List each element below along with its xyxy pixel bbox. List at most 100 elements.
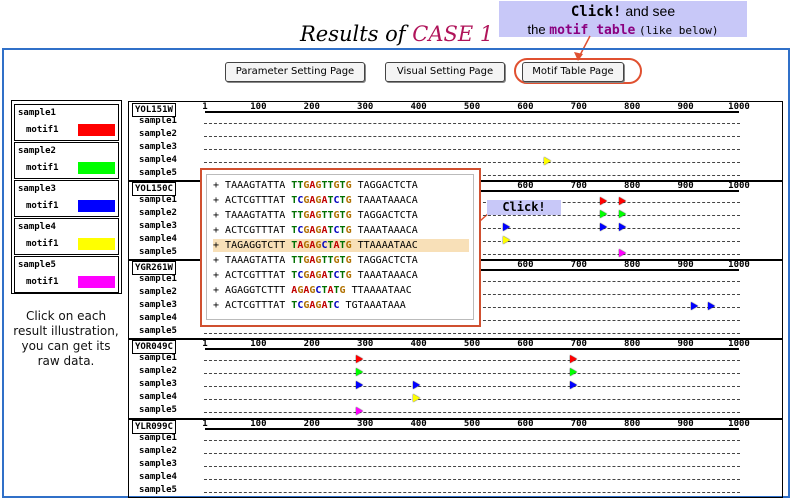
legend-sample-label: sample5 [18,260,56,270]
raw-data-popup: + TAAAGTATTA TTGAGTTGTG TAGGACTCTA + ACTC… [200,168,481,327]
motif-table-page-button[interactable]: Motif Table Page [522,62,624,82]
motif-hit-marker[interactable] [599,210,607,218]
sample-track [204,136,740,137]
sample-row: sample2 [129,129,749,142]
sample-label: sample2 [139,129,177,139]
axis-tick-label: 900 [677,260,694,270]
motif-hit-marker[interactable] [543,157,551,165]
motif-hit-marker[interactable] [503,223,511,231]
raw-sequence-row: + ACTCGTTTAT TCGAGATC TGTAAATAAA [213,299,469,312]
sample-label: sample3 [139,221,177,231]
motif-hit-marker[interactable] [619,197,627,205]
axis-tick-label: 600 [517,419,534,429]
motif-sequence: TCGAGATC [291,300,340,311]
legend-motif-label: motif1 [26,163,59,173]
sample-track [204,386,740,387]
sample-row: sample4 [129,155,749,168]
axis-tick-label: 100 [250,419,267,429]
flank-left: ACTCGTTTAT [225,195,292,206]
callout-click-text: Click! [570,4,622,20]
sample-label: sample4 [139,313,177,323]
axis-tick-label: 200 [303,339,320,349]
motif-hit-marker[interactable] [599,197,607,205]
sample-label: sample5 [139,405,177,415]
sample-track [204,399,740,400]
sample-track [204,162,740,163]
motif-hit-marker[interactable] [412,381,420,389]
motif-hit-marker[interactable] [599,223,607,231]
sample-track [204,333,740,334]
motif-hit-marker[interactable] [570,355,578,363]
motif-hit-marker[interactable] [356,355,364,363]
strand-sign: + [213,180,226,191]
flank-left: TAAAGTATTA [225,255,292,266]
motif-hit-marker[interactable] [356,368,364,376]
strand-sign: + [213,285,226,296]
sample-row: sample2 [129,446,749,459]
flank-left: ACTCGTTTAT [225,225,292,236]
axis-tick-label: 900 [677,181,694,191]
motif-hit-marker[interactable] [356,381,364,389]
sample-label: sample4 [139,155,177,165]
motif-hit-marker[interactable] [503,236,511,244]
strand-sign: + [213,300,226,311]
sample-track [204,466,740,467]
motif-hit-marker[interactable] [570,368,578,376]
legend-sample-label: sample2 [18,146,56,156]
motif-hit-marker[interactable] [412,394,420,402]
axis-tick-label: 300 [357,102,374,112]
motif-hit-marker[interactable] [708,302,716,310]
visual-setting-page-button[interactable]: Visual Setting Page [385,62,505,82]
position-axis: 1 100 200 300 400 500 600 700 800 900 1000 [202,339,750,351]
sample-row: sample1 [129,433,749,446]
legend-item: sample4 motif1 [14,218,119,255]
motif-hit-marker[interactable] [690,302,698,310]
sample-row: sample3 [129,459,749,472]
sample-label: sample1 [139,353,177,363]
axis-tick-label: 600 [517,102,534,112]
sample-label: sample2 [139,287,177,297]
legend: sample1 motif1 sample2 motif1 sample3 motif1 s… [11,100,122,294]
callout-like-below: (like below) [638,24,719,37]
parameter-setting-page-button[interactable]: Parameter Setting Page [225,62,365,82]
strand-sign: + [213,210,226,221]
motif-hit-marker[interactable] [356,407,364,415]
callout-and-see: and see [625,3,676,19]
raw-sequence-row: + TAAAGTATTA TTGAGTTGTG TAGGACTCTA [213,254,469,267]
motif-button-highlight-oval [514,58,642,84]
motif-hit-marker[interactable] [619,210,627,218]
sample-label: sample1 [139,116,177,126]
flank-right: TAAATAAACA [351,270,418,281]
motif-table-callout: Click! and see the motif table (like bel… [499,1,747,38]
axis-tick-label: 1 [202,419,208,429]
axis-tick-label: 900 [677,339,694,349]
axis-tick-label: 600 [517,181,534,191]
sample-label: sample1 [139,195,177,205]
flank-right: TGTAAATAAA [339,300,406,311]
axis-tick-label: 1000 [728,419,750,429]
axis-tick-label: 200 [303,419,320,429]
sample-label: sample5 [139,326,177,336]
axis-tick-label: 800 [624,260,641,270]
axis-tick-label: 600 [517,339,534,349]
motif-hit-marker[interactable] [619,223,627,231]
axis-tick-label: 1000 [728,260,750,270]
sample-track [204,453,740,454]
sample-row: sample4 [129,392,749,405]
motif-hit-marker[interactable] [570,381,578,389]
sample-track [204,373,740,374]
title-prefix: Results of [300,22,406,46]
flank-left: TAAAGTATTA [225,210,292,221]
legend-item: sample2 motif1 [14,142,119,179]
axis-tick-label: 400 [410,339,427,349]
gene-panel[interactable]: YOR049C 1 100 200 300 400 500 600 700 800 900 1000 s… [128,338,783,420]
gene-name: YLR099C [132,420,176,434]
motif-hit-marker[interactable] [619,249,627,257]
gene-panel[interactable]: YLR099C 1 100 200 300 400 500 600 700 800 900 1000 s… [128,418,783,498]
sample-label: sample1 [139,274,177,284]
axis-tick-label: 700 [570,181,587,191]
flank-left: ACTCGTTTAT [225,270,292,281]
raw-sequence-row: + ACTCGTTTAT TCGAGATCTG TAAATAAACA [213,194,469,207]
page-title: Results of CASE 1 [300,22,493,46]
strand-sign: + [213,195,226,206]
